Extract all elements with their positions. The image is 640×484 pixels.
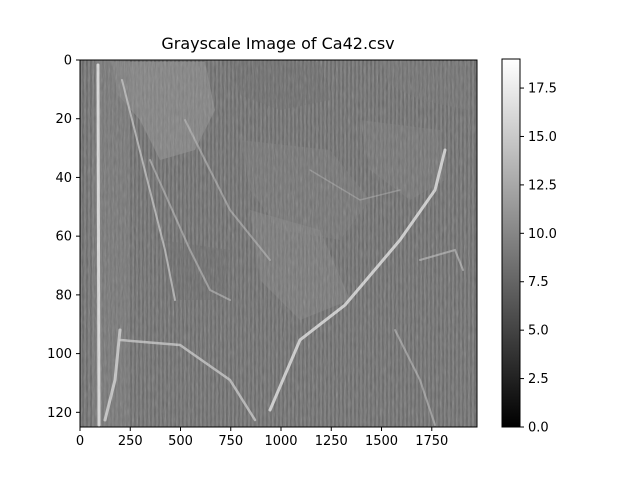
y-tick-label: 0 bbox=[64, 54, 72, 69]
y-tick-label: 80 bbox=[55, 288, 72, 303]
y-tick-label: 40 bbox=[55, 171, 72, 186]
x-axis: 0 250 500 750 1000 1250 1500 1750 bbox=[76, 427, 448, 449]
colorbar-tick-label: 10.0 bbox=[528, 227, 557, 242]
y-tick-label: 120 bbox=[47, 406, 72, 421]
y-tick-label: 20 bbox=[55, 112, 72, 127]
grayscale-image bbox=[80, 60, 477, 427]
image-noise bbox=[80, 60, 477, 427]
y-tick-label: 100 bbox=[47, 347, 72, 362]
x-tick-label: 0 bbox=[76, 434, 84, 449]
colorbar-tick-label: 12.5 bbox=[528, 178, 557, 193]
x-tick-label: 1000 bbox=[264, 434, 297, 449]
colorbar-tick-label: 2.5 bbox=[528, 372, 549, 387]
x-tick-label: 750 bbox=[218, 434, 243, 449]
x-tick-label: 250 bbox=[118, 434, 143, 449]
plot-frame bbox=[79, 59, 478, 428]
x-tick-label: 1500 bbox=[365, 434, 398, 449]
colorbar-tick-label: 15.0 bbox=[528, 130, 557, 145]
x-tick-label: 500 bbox=[168, 434, 193, 449]
colorbar bbox=[501, 58, 521, 428]
colorbar-tick-label: 17.5 bbox=[528, 82, 557, 97]
colorbar-tick-label: 5.0 bbox=[528, 324, 549, 339]
x-tick-label: 1750 bbox=[415, 434, 448, 449]
x-tick-label: 1250 bbox=[315, 434, 348, 449]
colorbar-axis: 0.0 2.5 5.0 7.5 10.0 12.5 15.0 17.5 bbox=[520, 82, 557, 436]
colorbar-tick-label: 7.5 bbox=[528, 275, 549, 290]
colorbar-tick-label: 0.0 bbox=[528, 421, 549, 436]
y-axis: 0 20 40 60 80 100 120 bbox=[47, 54, 80, 421]
y-tick-label: 60 bbox=[55, 230, 72, 245]
chart-title: Grayscale Image of Ca42.csv bbox=[161, 34, 394, 53]
